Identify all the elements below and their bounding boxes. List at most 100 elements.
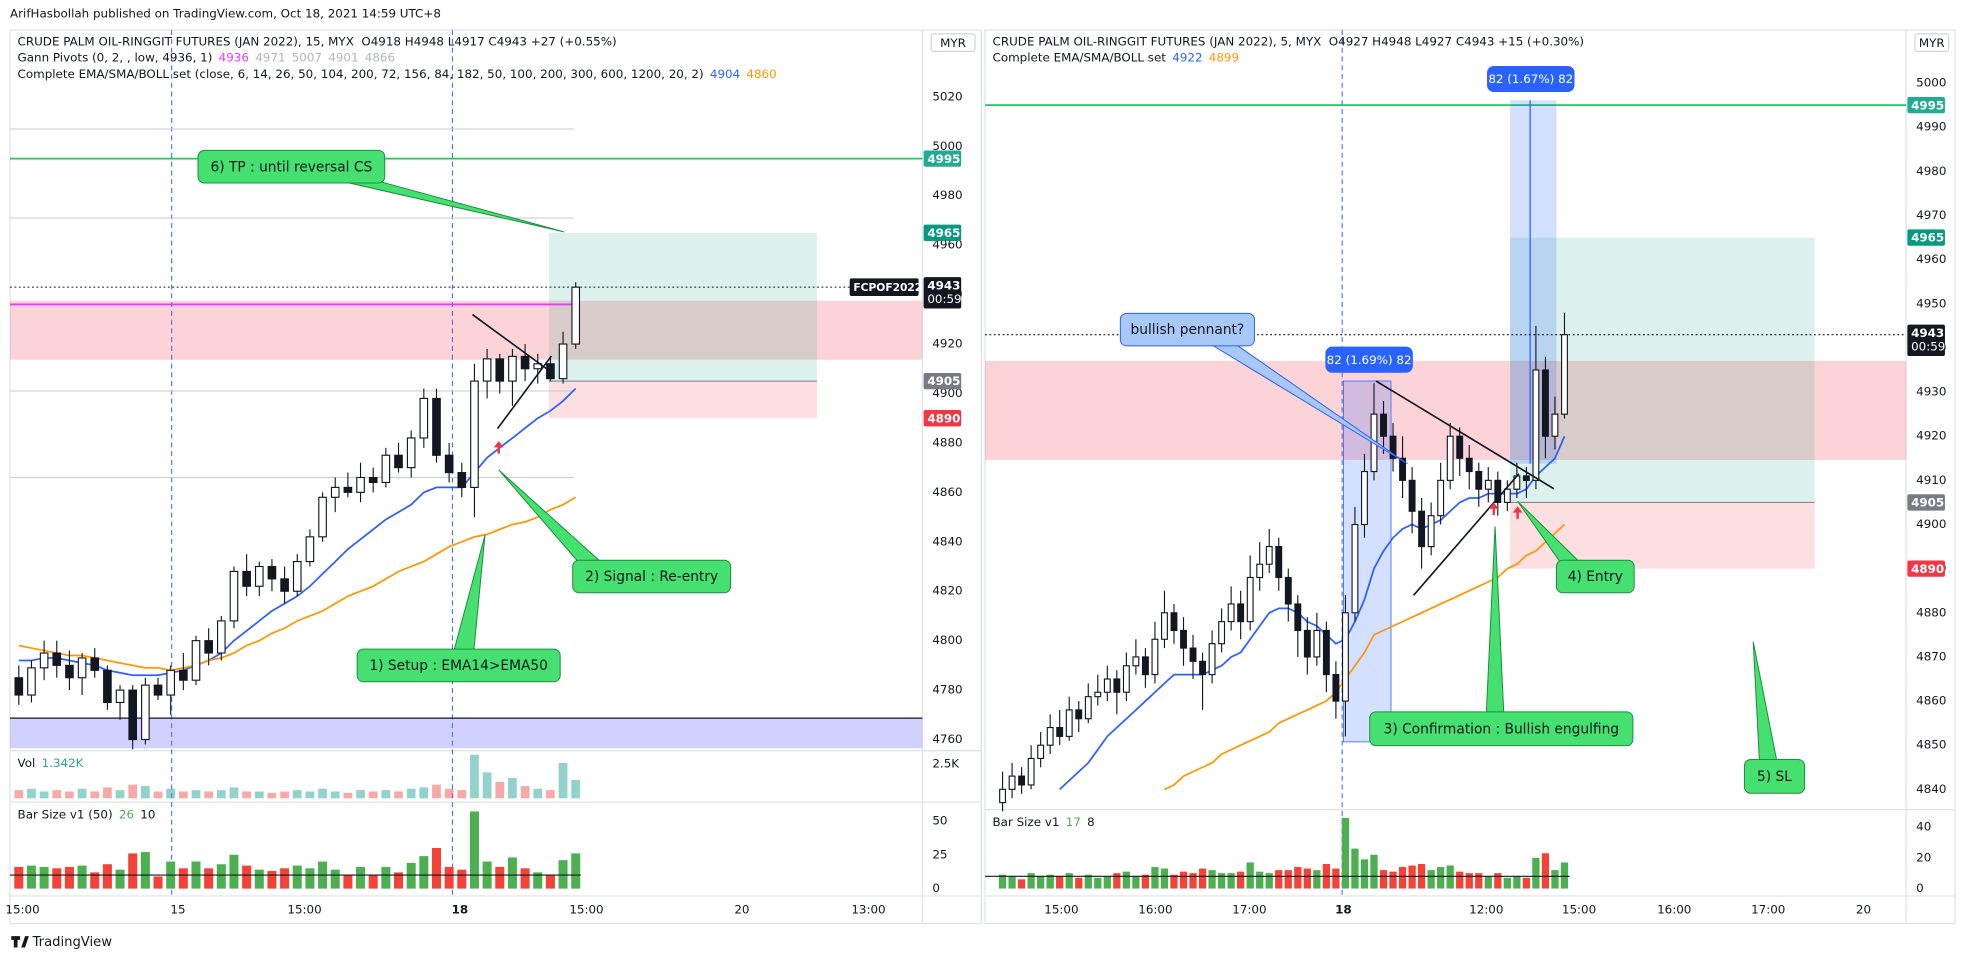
bar-size-bar bbox=[381, 866, 391, 889]
indicator-name: Complete EMA/SMA/BOLL set (close, 6, 14,… bbox=[18, 66, 704, 80]
pennant-line bbox=[496, 355, 553, 430]
currency-button[interactable] bbox=[930, 33, 976, 53]
bar-size-bar bbox=[1551, 870, 1559, 889]
bar-size-bar bbox=[1027, 873, 1035, 889]
y-tick-label: 4840 bbox=[932, 534, 962, 548]
candle-body bbox=[318, 496, 327, 538]
candle-body bbox=[558, 343, 568, 380]
volume-bar bbox=[470, 754, 479, 799]
bar-size-bar bbox=[1303, 868, 1311, 889]
y-tick-label: 4960 bbox=[932, 238, 962, 252]
candle-body bbox=[1408, 479, 1416, 512]
candle-body bbox=[1427, 515, 1435, 548]
currency-button[interactable] bbox=[1914, 33, 1950, 53]
bar-size-bar bbox=[520, 868, 530, 889]
bar-size-bar bbox=[457, 869, 467, 889]
volume-bar bbox=[356, 790, 365, 799]
candle-body bbox=[1170, 612, 1178, 632]
callout-text: 6) TP : until reversal CS bbox=[210, 159, 372, 175]
bar-size-bar bbox=[229, 854, 239, 889]
candle-body bbox=[356, 476, 365, 493]
candle-body bbox=[343, 486, 353, 493]
y-tick-label: 4850 bbox=[1916, 738, 1946, 752]
volume-bar bbox=[229, 787, 239, 799]
x-tick-label: 15:00 bbox=[1562, 902, 1596, 916]
bar-size-bar bbox=[1160, 868, 1169, 889]
bar-size-bar bbox=[1056, 876, 1064, 889]
indicator-value: 4860 bbox=[746, 66, 776, 80]
stop-zone bbox=[548, 381, 818, 419]
x-tick-label: 15:00 bbox=[5, 902, 39, 916]
y-tick-label: 4760 bbox=[932, 732, 962, 746]
bar-size-bar bbox=[292, 865, 302, 889]
signal-arrow bbox=[1512, 506, 1523, 519]
bar-size-bar bbox=[1275, 870, 1283, 889]
volume-bar bbox=[77, 788, 87, 799]
candle-body bbox=[457, 472, 467, 488]
demand-zone bbox=[10, 718, 923, 749]
candle-body bbox=[1161, 612, 1168, 640]
price-tag-label: 4890 bbox=[1911, 562, 1944, 576]
bar-size-bar bbox=[507, 857, 517, 889]
candle-body bbox=[14, 677, 24, 696]
y-tick-label: 4880 bbox=[1916, 605, 1946, 619]
bar-size-bar bbox=[39, 866, 49, 889]
volume-bar bbox=[419, 787, 429, 799]
indicator-name: Complete EMA/SMA/BOLL set bbox=[993, 50, 1167, 64]
candle-body bbox=[1522, 475, 1530, 481]
candle-body bbox=[1503, 488, 1511, 503]
callout-text: 5) SL bbox=[1757, 769, 1792, 785]
bar-size-bar bbox=[1560, 862, 1569, 889]
bar-size-bar bbox=[1094, 877, 1102, 889]
y-tick-label: 4870 bbox=[1916, 649, 1946, 663]
x-tick-label: 17:00 bbox=[1751, 902, 1785, 916]
volume-legend: Vol 1.342K bbox=[18, 756, 85, 770]
candle-body bbox=[305, 536, 315, 563]
y-tick-label: 4950 bbox=[1916, 296, 1946, 310]
candle-body bbox=[1418, 510, 1426, 548]
candle-body bbox=[1341, 612, 1349, 702]
bar-size-legend: Bar Size v1 17 8 bbox=[993, 815, 1095, 829]
volume-bar bbox=[267, 792, 277, 799]
volume-name: Vol bbox=[18, 756, 36, 770]
bar-size-tick-label: 20 bbox=[1916, 850, 1931, 864]
candle-body bbox=[1037, 744, 1045, 760]
volume-bar bbox=[153, 791, 163, 799]
bar-size-bar bbox=[1475, 873, 1483, 889]
volume-bar bbox=[103, 787, 112, 799]
volume-bar bbox=[381, 790, 391, 799]
candle-body bbox=[381, 454, 391, 484]
indicator-value: 4866 bbox=[365, 50, 395, 64]
y-tick-label: 4880 bbox=[932, 435, 962, 449]
x-tick-label: 20 bbox=[734, 902, 749, 916]
bar-size-bar bbox=[1103, 876, 1111, 889]
bar-size-bar bbox=[1170, 874, 1178, 889]
bar-size-bar bbox=[1017, 879, 1026, 889]
candle-body bbox=[368, 476, 378, 484]
candle-body bbox=[1132, 656, 1140, 667]
bar-size-bar bbox=[431, 847, 441, 889]
countdown-label: 00:59 bbox=[927, 292, 961, 306]
price-tag-label: 4965 bbox=[927, 226, 960, 240]
y-tick-label: 4930 bbox=[1916, 385, 1946, 399]
indicator-value: 4971 bbox=[255, 50, 285, 64]
legend-ohlc: O4927 H4948 L4927 C4943 +15 (+0.30%) bbox=[1329, 34, 1584, 48]
stop-zone bbox=[1510, 502, 1815, 569]
candle-body bbox=[204, 640, 213, 654]
bar-size-bar bbox=[1503, 877, 1511, 889]
y-tick-label: 4910 bbox=[1916, 473, 1946, 487]
bar-size-bar bbox=[1332, 868, 1340, 889]
bar-size-bar bbox=[469, 811, 479, 889]
bar-size-readout: 10 bbox=[140, 807, 155, 821]
bar-size-bar bbox=[368, 875, 378, 889]
candle-body bbox=[1180, 629, 1187, 649]
candle-body bbox=[141, 684, 150, 741]
indicator-value: 4904 bbox=[710, 66, 740, 80]
bar-size-bar bbox=[1008, 876, 1016, 889]
candle-body bbox=[1532, 369, 1540, 481]
signal-arrow bbox=[493, 441, 504, 454]
legend-symbol: CRUDE PALM OIL-RINGGIT FUTURES (JAN 2022… bbox=[993, 34, 1322, 48]
price-tag-label: 4890 bbox=[927, 411, 960, 425]
bar-size-bar bbox=[1427, 870, 1435, 889]
candle-body bbox=[1122, 665, 1130, 693]
